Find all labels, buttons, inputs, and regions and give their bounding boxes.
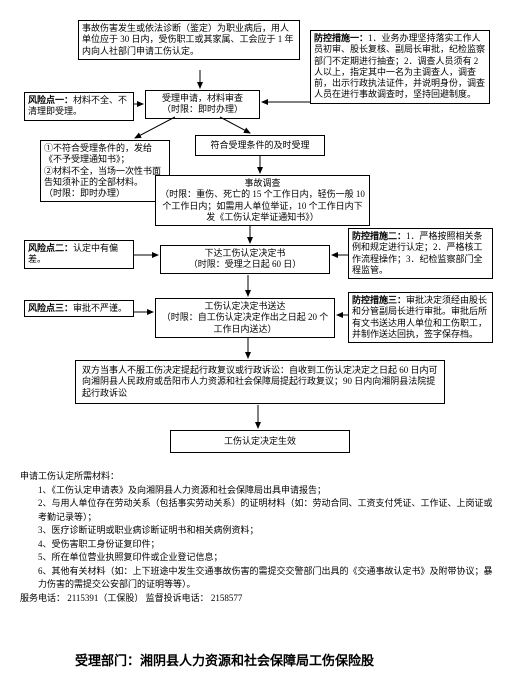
- accept-box: 符合受理条件的及时受理: [195, 135, 325, 156]
- effect-box: 工伤认定决定生效: [170, 430, 350, 453]
- left-reject-box: ①不符合受理条件的，发给《不予受理通知书》； ②材料不全，当场一次性书面告知须补…: [40, 140, 170, 202]
- apply-title: 受理申请，材料审查: [162, 93, 243, 103]
- control2-box: 防控措施二：1．严格按照相关条例和规定进行认定；2．严格核工作流程操作；3．纪检…: [348, 228, 493, 279]
- m3: 3、医疗诊断证明或职业病诊断证明书和相关病例资料；: [20, 524, 495, 538]
- risk2-title: 风险点二：: [28, 243, 73, 253]
- decision-box: 下达工伤认定决定书 （时限：受理之日起 60 日）: [160, 245, 330, 274]
- l3: （时限：即时办理）: [44, 188, 125, 198]
- apply-time: （时限：即时办理）: [162, 104, 243, 114]
- risk2-box: 风险点二：认定中有偏差。: [24, 240, 134, 269]
- risk1-title: 风险点一：: [28, 95, 73, 105]
- m4: 4、受伤害职工身份证复印件；: [20, 538, 495, 552]
- accept-text: 符合受理条件的及时受理: [210, 140, 309, 150]
- investigate-box: 事故调查 （时限：重伤、死亡的 15 个工作日内，轻伤一般 10 个工作日内；如…: [155, 175, 370, 226]
- m6: 6、其他有关材料（如：上下班途中发生交通事故伤害的需提交交警部门出具的《交通事故…: [20, 565, 495, 592]
- risk3-box: 风险点三：审批不严谨。: [24, 300, 134, 317]
- footer-text: 受理部门：湘阴县人力资源和社会保障局工伤保险股: [75, 650, 374, 669]
- start-box: 事故伤害发生或依法诊断（鉴定）为职业病后，用人单位应于 30 日内，受伤职工或其…: [78, 20, 300, 60]
- inv-body: （时限：重伤、死亡的 15 个工作日内，轻伤一般 10 个工作日内；如需用人单位…: [160, 189, 365, 222]
- start-text: 事故伤害发生或依法诊断（鉴定）为职业病后，用人单位应于 30 日内，受伤职工或其…: [82, 23, 294, 56]
- deliver-box: 工伤认定决定书送达 （时限：自工伤认定决定作出之日起 20 个工作日内送达）: [155, 298, 335, 338]
- m-heading: 申请工伤认定所需材料：: [20, 470, 495, 484]
- control1-title: 防控措施一：: [314, 33, 368, 43]
- control2-title: 防控措施二：: [352, 231, 406, 241]
- footer-span: 受理部门：湘阴县人力资源和社会保障局工伤保险股: [75, 653, 374, 668]
- m5: 5、所在单位营业执照复印件或企业登记信息；: [20, 551, 495, 565]
- materials-block: 申请工伤认定所需材料： 1、《工伤认定申请表》及向湘阴县人力资源和社会保障局出具…: [20, 470, 495, 605]
- l2: ②材料不全，当场一次性书面告知须补正的全部材料。: [44, 166, 161, 187]
- l1: ①不符合受理条件的，发给《不予受理通知书》；: [44, 143, 152, 164]
- m1: 1、《工伤认定申请表》及向湘阴县人力资源和社会保障局出具申请报告；: [20, 484, 495, 498]
- del-body: （时限：自工伤认定决定作出之日起 20 个工作日内送达）: [162, 312, 329, 333]
- m-svc: 服务电话： 2115391（工保股） 监督投诉电话： 2158577: [20, 592, 495, 606]
- control3-box: 防控措施三：审批决定须经由股长和分管副局长进行审批。审批后所有文书送达用人单位和…: [348, 292, 493, 343]
- apply-box: 受理申请，材料审查 （时限：即时办理）: [145, 90, 260, 119]
- dec-title: 下达工伤认定决定书: [204, 248, 285, 258]
- review-box: 双方当事人不服工伤决定提起行政复议或行政诉讼：自收到工伤认定决定之日起 60 日…: [75, 360, 445, 404]
- risk3-title: 风险点三：: [28, 303, 73, 313]
- dec-time: （时限：受理之日起 60 日）: [189, 259, 302, 269]
- risk1-box: 风险点一：材料不全、不清理即受理。: [24, 92, 134, 121]
- risk3-body: 审批不严谨。: [73, 303, 127, 313]
- control3-title: 防控措施三：: [352, 295, 406, 305]
- review-text: 双方当事人不服工伤决定提起行政复议或行政诉讼：自收到工伤认定决定之日起 60 日…: [82, 365, 438, 398]
- control1-box: 防控措施一：1．业务办理坚持落实工作人员初审、股长复核、副局长审批，纪检监察部门…: [310, 30, 490, 104]
- del-title: 工伤认定决定书送达: [204, 301, 285, 311]
- effect-text: 工伤认定决定生效: [224, 436, 296, 446]
- m2: 2、与用人单位存在劳动关系（包括事实劳动关系）的证明材料（如：劳动合同、工资支付…: [20, 497, 495, 524]
- inv-title: 事故调查: [244, 178, 280, 188]
